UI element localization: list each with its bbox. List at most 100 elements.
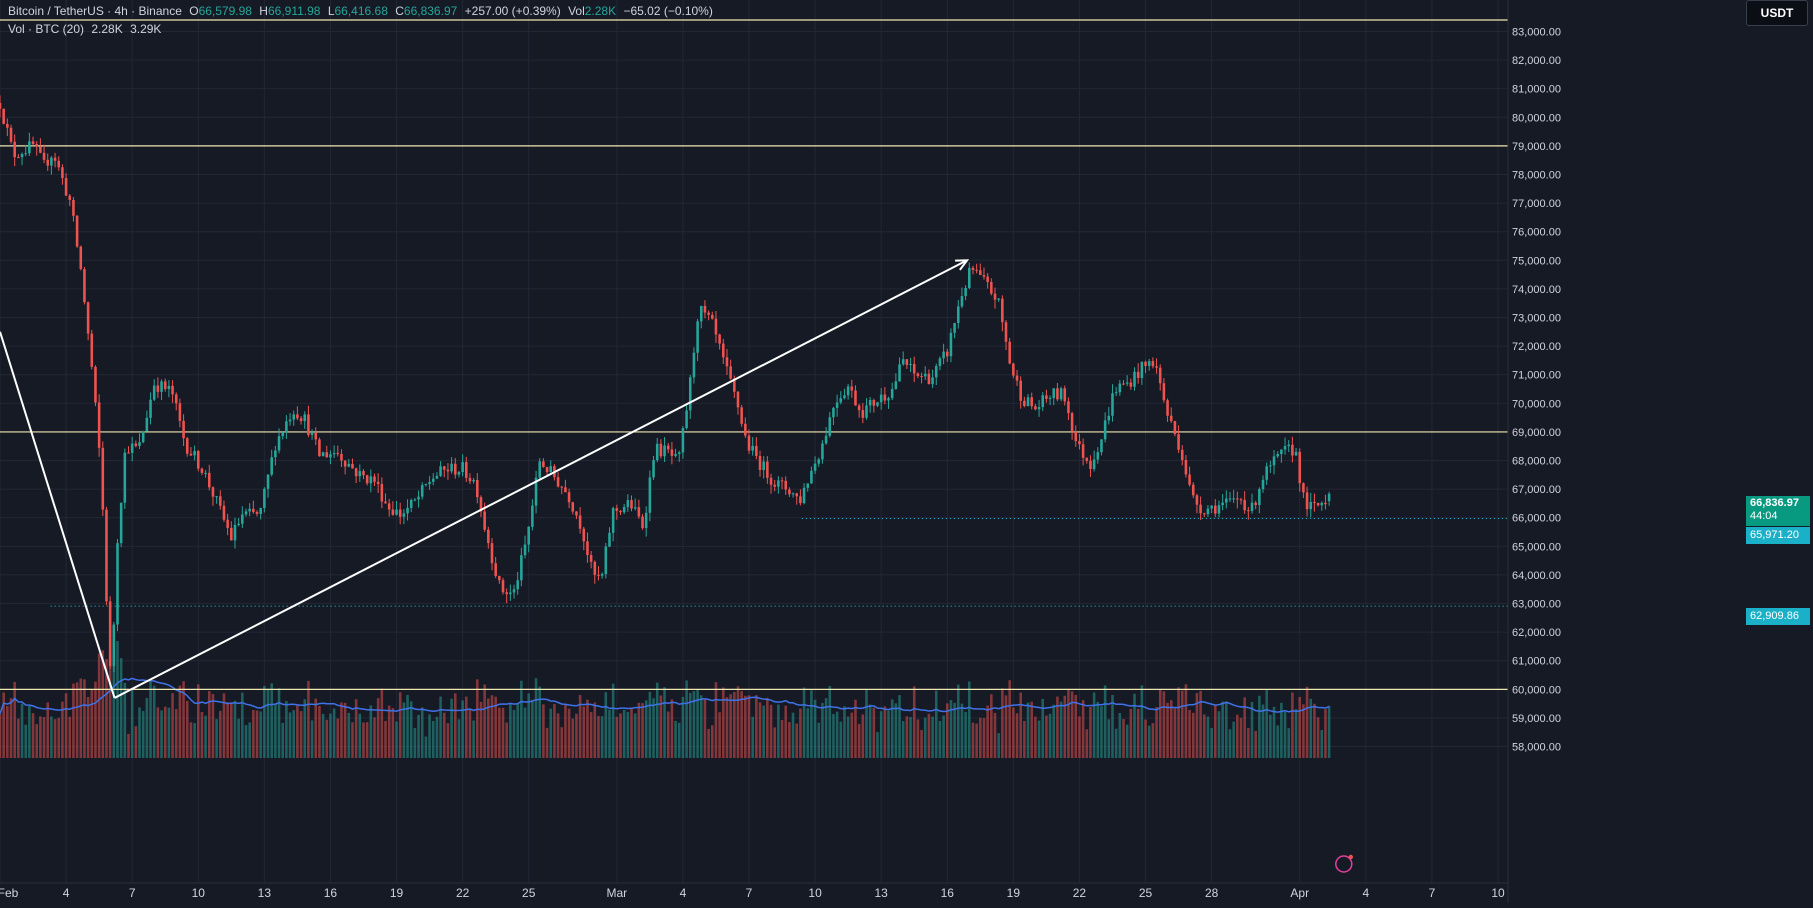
volume-bar	[1034, 716, 1037, 758]
volume-bar	[821, 703, 824, 758]
volume-bar	[336, 718, 340, 758]
volume-bar	[828, 685, 832, 758]
volume-bar	[619, 713, 622, 758]
volume-bar	[263, 685, 266, 758]
volume-bar	[358, 713, 362, 758]
candle-body	[1232, 498, 1235, 500]
candle-body	[1199, 504, 1202, 514]
volume-bar	[549, 708, 553, 758]
candle-body	[490, 543, 494, 564]
high-label: H	[259, 4, 268, 18]
candle-body	[196, 451, 200, 469]
volume-bar	[898, 695, 901, 758]
volume-bar	[1140, 685, 1144, 758]
volume-bar	[1015, 713, 1019, 758]
y-tick-label: 70,000.00	[1512, 398, 1561, 410]
y-tick-label: 72,000.00	[1512, 341, 1561, 353]
volume-bar	[542, 704, 545, 758]
volume-bar	[846, 716, 850, 758]
candle-body	[509, 592, 512, 595]
y-tick-label: 81,000.00	[1512, 84, 1561, 96]
volume-bar	[909, 716, 912, 758]
volume-bar	[905, 716, 909, 758]
candle-body	[604, 546, 608, 574]
currency-button[interactable]: USDT	[1746, 0, 1808, 26]
candle-body	[167, 385, 171, 390]
candle-body	[670, 449, 674, 456]
candle-body	[259, 508, 262, 514]
symbol-title[interactable]: Bitcoin / TetherUS · 4h · Binance	[8, 4, 182, 18]
candle-body	[156, 385, 160, 392]
candle-body	[949, 332, 953, 357]
volume-bar	[1169, 700, 1173, 758]
volume-bar	[512, 710, 516, 758]
candle-body	[1280, 449, 1283, 454]
candle-body	[1048, 397, 1052, 399]
volume-bar	[1144, 719, 1147, 758]
candle-body	[619, 510, 622, 513]
candle-body	[1195, 495, 1199, 505]
candle-body	[1045, 395, 1048, 399]
candle-body	[28, 141, 31, 154]
volume-bar	[369, 705, 373, 758]
candle-body	[784, 480, 788, 490]
volume-bar	[1195, 692, 1199, 758]
volume-bar	[630, 708, 633, 758]
candle-body	[1309, 501, 1313, 510]
volume-bar	[1096, 701, 1100, 758]
horizontal-levels	[0, 19, 1508, 690]
candle-body	[395, 509, 398, 515]
volume-bar	[560, 727, 564, 758]
volume-bar	[244, 725, 248, 758]
volume-indicator-value-2: 3.29K	[130, 22, 162, 36]
candle-body	[788, 489, 791, 495]
volume-bar	[387, 705, 391, 758]
candle-body	[119, 502, 123, 544]
volume-bar	[1118, 712, 1122, 758]
candle-body	[799, 496, 802, 504]
candle-body	[160, 381, 163, 392]
candle-body	[1298, 451, 1302, 484]
candle-body	[677, 452, 681, 454]
volume-bar	[1258, 695, 1261, 758]
candle-body	[174, 394, 178, 404]
volume-bar	[1037, 720, 1041, 758]
candle-body	[152, 385, 156, 400]
volume-bar	[545, 727, 549, 758]
candle-body	[523, 544, 527, 556]
volume-bar	[1202, 714, 1206, 758]
candle-body	[219, 496, 222, 506]
candle-body	[1074, 431, 1078, 442]
candle-body	[938, 358, 942, 366]
volume-bar	[527, 693, 530, 758]
volume-bar	[938, 720, 942, 758]
candle-body	[824, 435, 828, 444]
candle-body	[740, 407, 743, 424]
volume-bar	[409, 701, 413, 758]
volume-bar	[189, 722, 193, 758]
volume-bar	[824, 698, 828, 758]
volume-bar	[222, 693, 226, 758]
candle-body	[402, 513, 406, 517]
candle-body	[1184, 459, 1188, 475]
volume-bar	[990, 694, 993, 758]
volume-bar	[50, 716, 53, 758]
volume-bar	[685, 680, 688, 758]
volume-bar	[1254, 730, 1257, 758]
volume-bar	[1111, 694, 1114, 758]
candle-body	[274, 450, 277, 458]
candle-body	[909, 364, 912, 366]
volume-indicator-title[interactable]: Vol · BTC (20)	[8, 22, 85, 36]
trend-lines	[0, 259, 1353, 873]
volume-bar	[325, 719, 329, 758]
volume-bar	[450, 698, 453, 758]
candle-body	[241, 514, 244, 524]
volume-bar	[1287, 728, 1291, 758]
candle-body	[1041, 395, 1045, 408]
candle-body	[185, 438, 189, 454]
candle-body	[468, 477, 472, 482]
volume-bar	[1026, 702, 1030, 758]
x-tick-label: Mar	[606, 886, 627, 900]
